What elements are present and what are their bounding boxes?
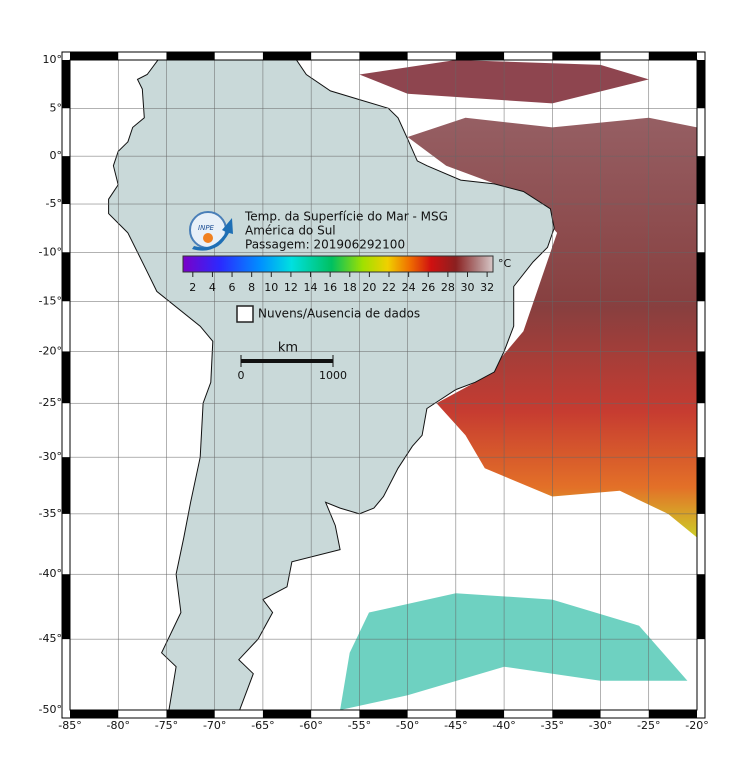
colorbar-tick-label: 2 [189,281,196,294]
frame [61,51,706,719]
frame-segment [648,52,697,60]
lat-tick-label: -15° [39,294,62,307]
scale-tick-label: 1000 [319,369,347,382]
frame-segment [359,52,408,60]
frame-segment [697,156,705,205]
lat-tick-label: -40° [39,567,62,580]
lon-tick-label: -60° [299,719,322,732]
lat-tick-label: -25° [39,396,62,409]
colorbar-tick-label: 20 [362,281,376,294]
frame-segment [262,52,312,60]
frame-segment [648,710,697,718]
colorbar-tick-label: 10 [264,281,278,294]
frame-segment [62,156,70,205]
lon-tick-label: -20° [685,719,708,732]
frame-segment [62,60,70,109]
lat-tick-label: 0° [50,149,63,162]
colorbar-tick-label: 26 [421,281,435,294]
lat-tick-label: -5° [46,197,62,210]
colorbar-tick-label: 22 [382,281,396,294]
lon-tick-label: -75° [155,719,178,732]
lon-tick-label: -30° [589,719,612,732]
lat-tick-label: -35° [39,507,62,520]
legend-label: Nuvens/Ausencia de dados [258,307,420,321]
frame-segment [697,252,705,302]
logo-arrow [192,218,233,251]
colorbar-tick-label: 8 [248,281,255,294]
scale-tick-label: 0 [238,369,245,382]
lat-tick-label: -45° [39,632,62,645]
frame-segment [455,52,505,60]
frame-segment [70,710,119,718]
colorbar-tick-label: 32 [480,281,494,294]
lon-tick-label: -65° [251,719,274,732]
title-line: América do Sul [245,224,336,238]
frame-segment [359,710,408,718]
frame-segment [166,52,215,60]
colorbar-tick-label: 14 [304,281,318,294]
scale-unit: km [278,341,298,356]
colorbar [182,255,494,273]
colorbar-tick-label: 28 [441,281,455,294]
title-line: Passagem: 201906292100 [245,238,405,252]
lat-tick-label: 5° [50,101,63,114]
lat-tick-label: -20° [39,344,62,357]
lon-tick-label: -40° [492,719,515,732]
colorbar-tick-label: 4 [209,281,216,294]
colorbar-unit: °C [498,257,512,270]
frame-segment [697,351,705,404]
map-area [70,60,697,710]
overlay: INPE Temp. da Superfície do Mar - MSG Am… [182,210,512,382]
frame-segment [70,52,119,60]
frame-segment [166,710,215,718]
lon-tick-label: -25° [637,719,660,732]
lon-tick-label: -70° [203,719,226,732]
frame-segment [697,60,705,109]
lon-tick-label: -55° [348,719,371,732]
lon-tick-label: -50° [396,719,419,732]
title-line: Temp. da Superfície do Mar - MSG [244,210,448,224]
colorbar-tick-label: 16 [323,281,337,294]
logo-text: INPE [198,224,215,232]
colorbar-tick-label: 18 [343,281,357,294]
frame-segment [262,710,312,718]
lat-tick-label: -50° [39,703,62,716]
lon-tick-label: -85° [58,719,81,732]
lat-tick-label: -10° [39,245,62,258]
frame-segment [697,457,705,514]
lat-tick-label: -30° [39,450,62,463]
colorbar-tick-label: 24 [402,281,416,294]
frame-segment [62,574,70,640]
frame-segment [552,710,601,718]
frame-segment [62,351,70,404]
lon-tick-label: -80° [106,719,129,732]
frame-segment [697,574,705,640]
colorbar-tick-label: 30 [460,281,474,294]
lon-tick-label: -35° [541,719,564,732]
frame-segment [62,457,70,514]
colorbar-tick-label: 12 [284,281,298,294]
legend-swatch [236,305,254,323]
frame-segment [455,710,505,718]
scale-bar [241,359,333,363]
logo-sun [203,233,213,243]
lon-tick-label: -45° [444,719,467,732]
frame-segment [62,252,70,302]
lat-tick-label: 10° [43,53,63,66]
colorbar-tick-label: 6 [229,281,236,294]
frame-segment [552,52,601,60]
